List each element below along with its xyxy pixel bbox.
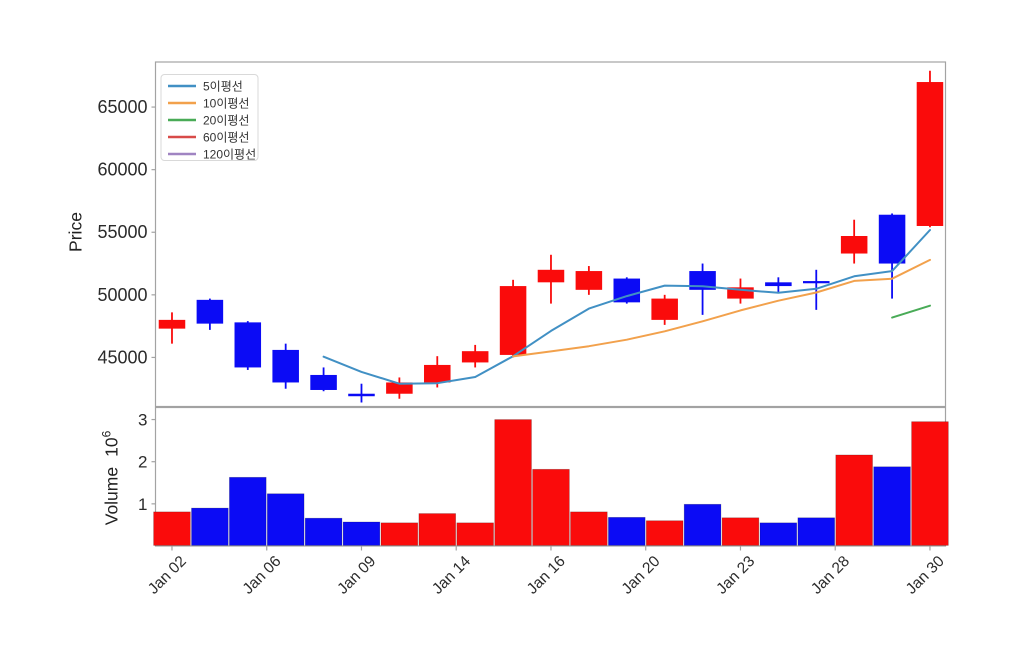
candle-body bbox=[878, 214, 906, 264]
volume-bar bbox=[418, 513, 457, 546]
legend-label: 5이평선 bbox=[203, 80, 243, 94]
volume-bar bbox=[759, 522, 798, 546]
volume-bar bbox=[266, 493, 305, 546]
volume-bar bbox=[835, 454, 873, 546]
date-tick-label: Jan 06 bbox=[240, 553, 285, 598]
candle-body bbox=[310, 374, 337, 390]
candle-body bbox=[575, 271, 603, 290]
volume-bar bbox=[911, 421, 949, 546]
ma10-line bbox=[512, 258, 931, 358]
candle-body bbox=[613, 278, 641, 303]
volume-bar bbox=[456, 522, 494, 546]
volume-scale-exponent: 6 bbox=[99, 430, 114, 438]
date-tick-label: Jan 30 bbox=[903, 553, 948, 598]
ma5-line bbox=[322, 229, 931, 385]
candle-body bbox=[234, 322, 262, 368]
volume-bar bbox=[608, 516, 646, 546]
volume-bar bbox=[342, 521, 381, 546]
legend-label: 120이평선 bbox=[203, 148, 256, 162]
candle-body bbox=[461, 351, 489, 363]
date-tick-label: Jan 16 bbox=[524, 553, 569, 598]
volume-bar bbox=[873, 466, 911, 546]
candle-body bbox=[803, 281, 830, 284]
date-tick-label: Jan 23 bbox=[713, 553, 758, 598]
price-axis-label: Price bbox=[65, 212, 86, 252]
candle-body bbox=[840, 236, 868, 254]
candle-body bbox=[348, 393, 375, 397]
volume-bar bbox=[721, 517, 760, 546]
price-panel bbox=[154, 61, 947, 408]
date-tick-label: Jan 20 bbox=[619, 553, 664, 598]
volume-axis-label: Volume 106 bbox=[100, 431, 123, 526]
candle-body bbox=[424, 364, 451, 383]
price-tick-label: 55000 bbox=[97, 222, 147, 242]
legend-label: 20이평선 bbox=[203, 114, 249, 128]
ma20-line bbox=[891, 304, 931, 319]
price-tick-label: 50000 bbox=[97, 285, 147, 305]
volume-bar bbox=[229, 476, 267, 546]
volume-tick-label: 1 bbox=[138, 495, 147, 514]
candle-body bbox=[158, 319, 186, 329]
volume-bar bbox=[494, 419, 532, 546]
date-tick-label: Jan 14 bbox=[429, 553, 474, 598]
legend-label: 60이평선 bbox=[203, 131, 249, 145]
volume-bar bbox=[683, 503, 722, 546]
volume-bar bbox=[570, 511, 608, 546]
legend-box bbox=[160, 74, 259, 161]
date-tick-label: Jan 28 bbox=[808, 553, 853, 598]
volume-bar bbox=[797, 517, 835, 546]
price-tick-label: 45000 bbox=[97, 347, 147, 367]
date-tick-label: Jan 02 bbox=[145, 553, 190, 598]
candle-body bbox=[537, 269, 565, 283]
candle-body bbox=[916, 82, 944, 226]
volume-bar bbox=[191, 507, 229, 546]
price-tick-label: 60000 bbox=[97, 160, 147, 180]
date-tick-label: Jan 09 bbox=[334, 553, 379, 598]
volume-tick-label: 3 bbox=[138, 411, 147, 430]
candle-body bbox=[651, 298, 678, 320]
volume-tick-label: 2 bbox=[138, 453, 147, 472]
volume-bar bbox=[645, 520, 684, 546]
candle-body bbox=[196, 299, 224, 324]
candle-body bbox=[272, 349, 299, 383]
candle-body bbox=[689, 271, 716, 290]
price-tick-label: 65000 bbox=[97, 97, 147, 117]
candle-body bbox=[765, 282, 792, 287]
volume-bar bbox=[153, 511, 191, 546]
candle-body bbox=[727, 287, 754, 299]
volume-bar bbox=[380, 522, 419, 546]
volume-bar bbox=[304, 517, 343, 546]
volume-bar bbox=[532, 468, 570, 546]
legend-label: 10이평선 bbox=[203, 97, 249, 111]
volume-scale-base: 10 bbox=[101, 437, 122, 457]
candle-body bbox=[499, 286, 527, 355]
volume-axis-label-text: Volume bbox=[101, 466, 122, 526]
candle-body bbox=[386, 382, 413, 394]
